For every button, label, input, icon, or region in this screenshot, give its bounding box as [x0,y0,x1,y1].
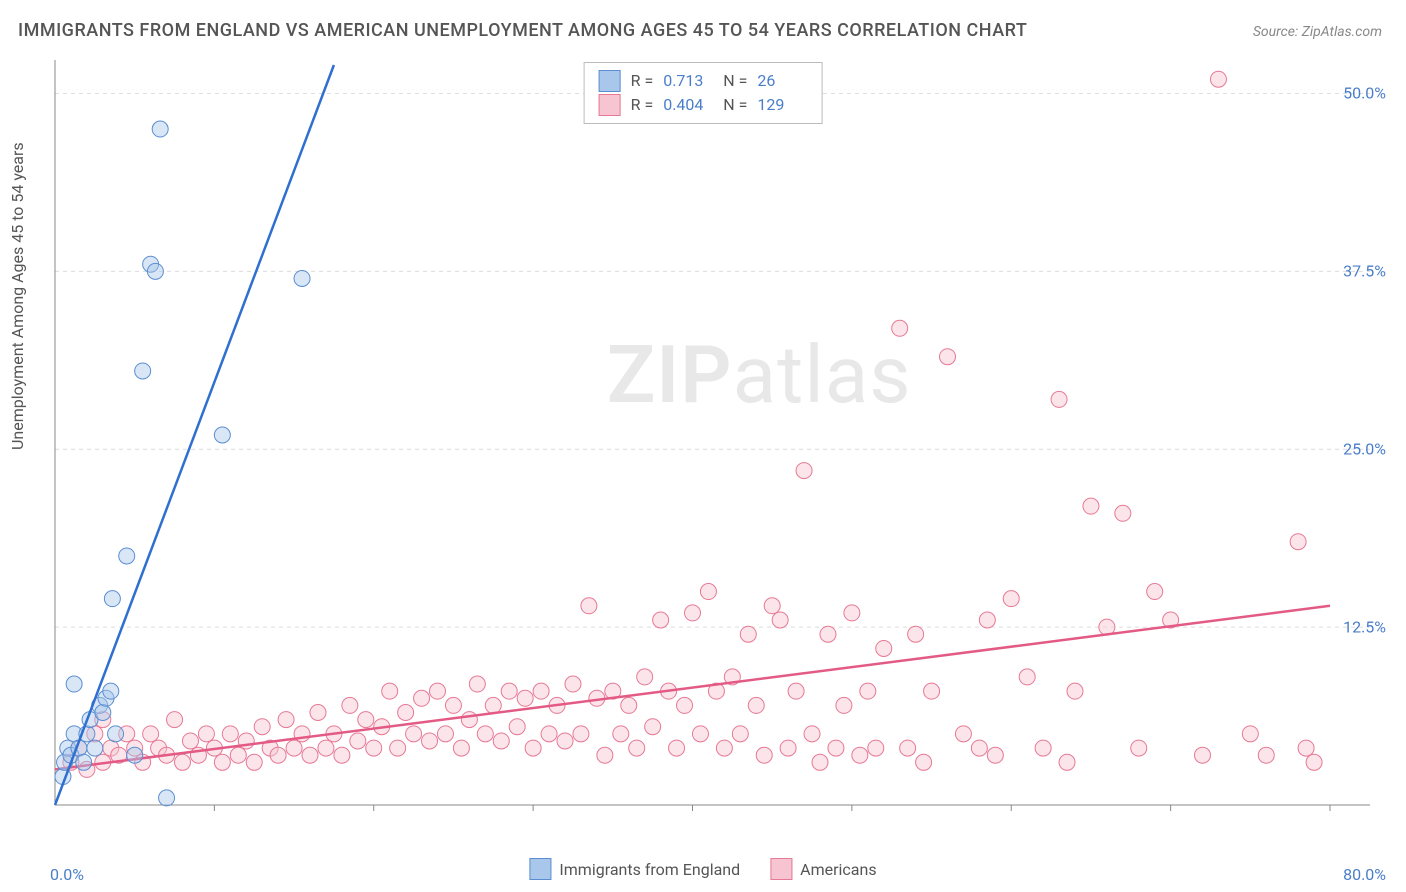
swatch-blue-icon [599,70,621,92]
chart-container: IMMIGRANTS FROM ENGLAND VS AMERICAN UNEM… [0,0,1406,892]
y-axis-label: Unemployment Among Ages 45 to 54 years [8,142,27,450]
swatch-pink-icon [599,94,621,116]
x-tick-max: 80.0% [1343,865,1386,884]
source-credit: Source: ZipAtlas.com [1253,24,1382,40]
y-tick-label: 37.5% [1343,262,1386,281]
r-label: R = [631,69,654,93]
x-tick-min: 0.0% [50,865,84,884]
plot-area [50,55,1380,845]
legend-item-pink: Americans [770,858,876,880]
legend-row-pink: R = 0.404 N = 129 [599,93,808,117]
legend-item-blue: Immigrants from England [529,858,740,880]
chart-title: IMMIGRANTS FROM ENGLAND VS AMERICAN UNEM… [18,20,1027,41]
r-value-pink: 0.404 [663,93,713,117]
swatch-pink-icon [770,858,792,880]
swatch-blue-icon [529,858,551,880]
n-label: N = [723,69,747,93]
y-tick-label: 12.5% [1343,618,1386,637]
y-tick-label: 25.0% [1343,440,1386,459]
scatter-svg [50,55,1380,845]
legend-label-blue: Immigrants from England [559,860,740,879]
correlation-legend: R = 0.713 N = 26 R = 0.404 N = 129 [584,62,823,124]
legend-label-pink: Americans [800,860,876,879]
n-value-pink: 129 [757,93,807,117]
legend-row-blue: R = 0.713 N = 26 [599,69,808,93]
r-label: R = [631,93,654,117]
series-legend: Immigrants from England Americans [529,858,876,880]
y-tick-label: 50.0% [1343,84,1386,103]
n-value-blue: 26 [757,69,807,93]
r-value-blue: 0.713 [663,69,713,93]
n-label: N = [723,93,747,117]
